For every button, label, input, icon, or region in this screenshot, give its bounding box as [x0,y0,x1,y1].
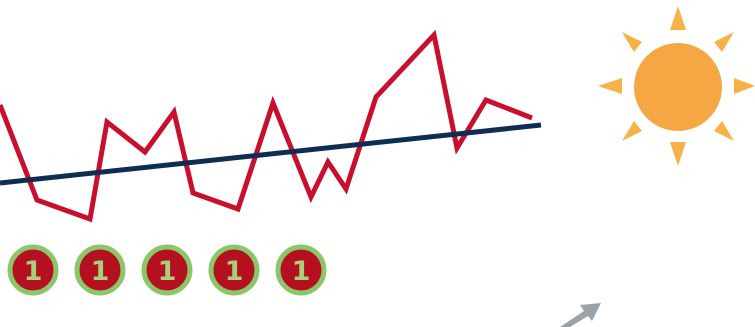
badge-circle [74,244,126,296]
number-badge: 1 [7,244,59,296]
sun-disc [634,43,722,131]
badge-circle [208,244,260,296]
sun-ray [622,32,642,52]
sun-ray [714,32,734,52]
badge-circle [141,244,193,296]
badge-label: 1 [225,256,244,287]
sun-ray [622,121,642,141]
up-right-arrow-icon [560,303,601,327]
sun-ray [670,142,686,166]
sun-ray [670,6,686,30]
badge-label: 1 [24,256,43,287]
number-badge: 1 [141,244,193,296]
trend-line [0,122,542,186]
badge-label: 1 [91,256,110,287]
number-badge: 1 [208,244,260,296]
sun-ray [598,78,622,94]
badge-label: 1 [158,256,177,287]
sun-ray [714,121,734,141]
number-badge: 1 [74,244,126,296]
zigzag-chart [0,29,533,223]
number-badge: 1 [275,244,327,296]
badge-row: 1 1 1 1 1 [7,244,327,296]
sun-ray [734,78,755,94]
zigzag-line [0,29,533,223]
badge-circle [7,244,59,296]
sun-icon [598,6,755,166]
badge-label: 1 [292,256,311,287]
badge-circle [275,244,327,296]
